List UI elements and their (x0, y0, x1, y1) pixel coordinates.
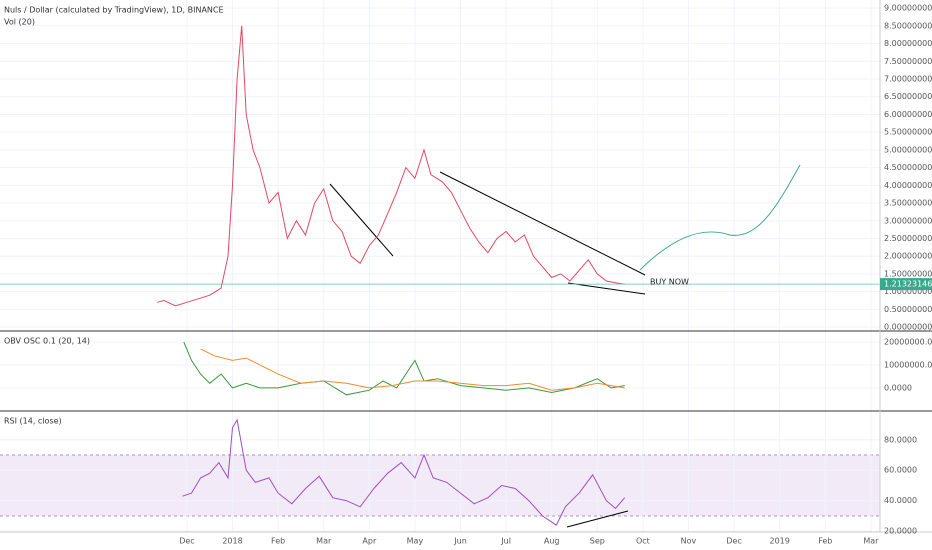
projection-curve (639, 164, 801, 271)
y-tick-label: 80.0000 (884, 435, 917, 444)
y-tick-label: 8.00000000 (884, 39, 932, 48)
grid (0, 0, 880, 532)
x-tick-label: Dec (726, 537, 741, 546)
y-tick-label: 40.0000 (884, 496, 917, 505)
y-tick-label: 9.00000000 (884, 4, 932, 13)
x-tick-label: Jul (500, 537, 511, 546)
annotation: BUY NOW (650, 278, 689, 287)
trend-line (566, 510, 629, 528)
x-tick-label: Mar (316, 537, 332, 546)
y-tick-label: 3.50000000 (884, 199, 932, 208)
y-tick-label: 4.50000000 (884, 163, 932, 172)
pane-title: RSI (14, close) (4, 417, 62, 426)
pane-title: OBV OSC 0.1 (20, 14) (4, 337, 90, 346)
y-tick-label: 4.00000000 (884, 181, 932, 190)
x-tick-label: 2019 (770, 537, 790, 546)
x-tick-label: May (407, 537, 424, 546)
y-tick-label: 60.0000 (884, 466, 917, 475)
x-tick-label: Nov (681, 537, 697, 546)
x-tick-label: Dec (179, 537, 194, 546)
trend-line (329, 183, 394, 257)
y-tick-label: 6.50000000 (884, 92, 932, 101)
trend-line (567, 282, 646, 295)
series-line (157, 25, 625, 307)
series-line (200, 348, 625, 391)
x-tick-label: Oct (636, 537, 650, 546)
y-tick-label: 6.00000000 (884, 110, 932, 119)
marks (0, 25, 880, 528)
y-tick-label: 7.50000000 (884, 57, 932, 66)
x-tick-label: Apr (362, 537, 377, 546)
x-tick-label: Mar (863, 537, 879, 546)
y-tick-label: 2.00000000 (884, 252, 932, 261)
y-tick-label: 1.50000000 (884, 269, 932, 278)
last-price-label: 1.21323146 (884, 280, 932, 289)
subtitle: Vol (20) (4, 18, 35, 27)
y-tick-label: 1.00000000 (884, 287, 932, 296)
chart-title: Nuls / Dollar (calculated by TradingView… (4, 6, 224, 15)
y-tick-label: 8.50000000 (884, 21, 932, 30)
x-tick-label: Feb (271, 537, 285, 546)
trend-line (439, 171, 646, 276)
series-line (183, 341, 625, 396)
y-tick-label: 20000000.0000 (884, 337, 932, 346)
y-tick-label: 5.00000000 (884, 145, 932, 154)
last-price-box (880, 278, 932, 291)
x-tick-label: Feb (818, 537, 832, 546)
y-tick-label: 10000000.0000 (884, 360, 932, 369)
y-tick-label: 0.50000000 (884, 305, 932, 314)
y-tick-label: 5.50000000 (884, 128, 932, 137)
x-tick-label: 2018 (222, 537, 242, 546)
rsi-band (0, 454, 880, 516)
x-tick-label: Jun (453, 537, 467, 546)
y-tick-label: 7.00000000 (884, 75, 932, 84)
x-tick-label: Sep (590, 537, 605, 546)
x-tick-label: Aug (544, 537, 560, 546)
y-tick-label: 3.00000000 (884, 216, 932, 225)
y-tick-label: 20.0000 (884, 527, 917, 536)
y-tick-label: 0.00000000 (884, 323, 932, 332)
y-tick-label: 2.50000000 (884, 234, 932, 243)
series-line (182, 418, 626, 526)
y-tick-label: 0.0000 (884, 383, 912, 392)
